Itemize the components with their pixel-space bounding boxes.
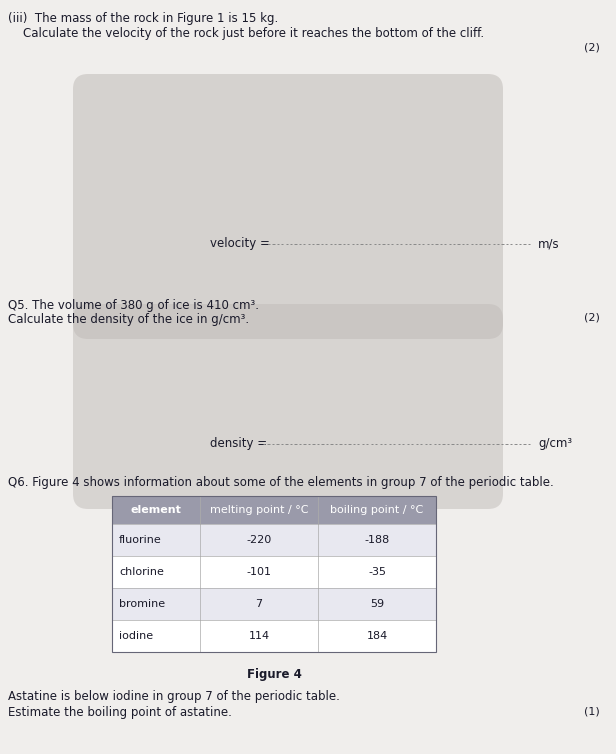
Text: (2): (2) (584, 42, 600, 52)
Text: 7: 7 (256, 599, 262, 609)
Text: Q6. Figure 4 shows information about some of the elements in group 7 of the peri: Q6. Figure 4 shows information about som… (8, 476, 554, 489)
Text: density =: density = (210, 437, 271, 450)
FancyBboxPatch shape (73, 304, 503, 509)
Bar (112, 588, 436, 620)
Text: Estimate the boiling point of astatine.: Estimate the boiling point of astatine. (8, 706, 232, 719)
Text: g/cm³: g/cm³ (538, 437, 572, 450)
Text: element: element (131, 505, 182, 515)
Text: m/s: m/s (538, 238, 559, 250)
FancyBboxPatch shape (73, 74, 503, 339)
Text: -101: -101 (246, 567, 272, 577)
Text: (iii)  The mass of the rock in Figure 1 is 15 kg.: (iii) The mass of the rock in Figure 1 i… (8, 12, 278, 25)
Text: 59: 59 (370, 599, 384, 609)
Text: 114: 114 (248, 631, 270, 641)
Bar (112, 496, 436, 524)
Text: Astatine is below iodine in group 7 of the periodic table.: Astatine is below iodine in group 7 of t… (8, 690, 340, 703)
Text: (1): (1) (584, 706, 600, 716)
Text: -220: -220 (246, 535, 272, 545)
Text: -35: -35 (368, 567, 386, 577)
Text: bromine: bromine (119, 599, 165, 609)
Bar (112, 620, 436, 652)
Bar (112, 556, 436, 588)
Text: chlorine: chlorine (119, 567, 164, 577)
Text: (2): (2) (584, 313, 600, 323)
Text: iodine: iodine (119, 631, 153, 641)
Text: -188: -188 (365, 535, 390, 545)
Text: Calculate the velocity of the rock just before it reaches the bottom of the clif: Calculate the velocity of the rock just … (8, 27, 484, 40)
Text: Q5. The volume of 380 g of ice is 410 cm³.: Q5. The volume of 380 g of ice is 410 cm… (8, 299, 259, 312)
Text: velocity =: velocity = (210, 238, 274, 250)
Bar (112, 524, 436, 556)
Text: melting point / °C: melting point / °C (210, 505, 308, 515)
Text: Calculate the density of the ice in g/cm³.: Calculate the density of the ice in g/cm… (8, 313, 249, 326)
Text: fluorine: fluorine (119, 535, 162, 545)
Bar (112, 496, 436, 652)
Text: boiling point / °C: boiling point / °C (330, 505, 424, 515)
Text: 184: 184 (367, 631, 387, 641)
Text: Figure 4: Figure 4 (246, 668, 301, 681)
